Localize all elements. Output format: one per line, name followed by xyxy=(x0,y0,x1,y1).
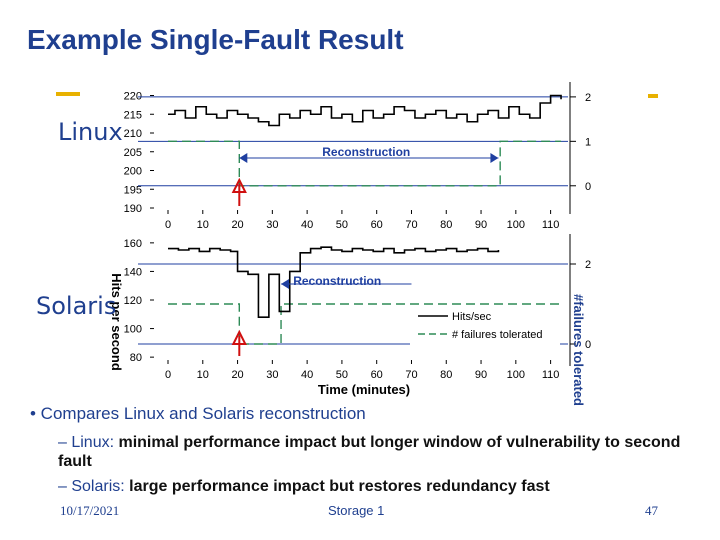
accent-bar-left xyxy=(56,92,80,96)
legend-box xyxy=(410,306,560,348)
bullet-main: • Compares Linux and Solaris reconstruct… xyxy=(30,404,366,423)
bullet-solaris-prefix: – Solaris: xyxy=(58,478,130,495)
x-tick-label: 70 xyxy=(405,369,417,381)
series-hits-per-sec xyxy=(168,94,562,127)
footer-center: Storage 1 xyxy=(328,503,385,518)
fault-arrow-head xyxy=(231,329,247,345)
x-tick-label: 10 xyxy=(197,219,209,231)
bullet-solaris: – Solaris: large performance impact but … xyxy=(58,477,698,496)
slide-title: Example Single-Fault Result xyxy=(27,24,404,55)
x-tick-label: 70 xyxy=(405,219,417,231)
x-tick-label: 110 xyxy=(542,219,560,231)
x-tick-label: 30 xyxy=(266,219,278,231)
bullet-solaris-text: large performance impact but restores re… xyxy=(129,478,550,495)
bullet-linux: – Linux: minimal performance impact but … xyxy=(58,433,698,471)
x-tick-label: 30 xyxy=(266,369,278,381)
legend-label-failures: # failures tolerated xyxy=(452,329,543,341)
y-tick-label: 140 xyxy=(124,266,142,278)
x-tick-label: 50 xyxy=(336,369,348,381)
y2-tick-label: 0 xyxy=(585,339,591,351)
x-tick-label: 100 xyxy=(507,369,525,381)
x-tick-label: 0 xyxy=(165,219,171,231)
y-tick-label: 205 xyxy=(124,147,142,159)
reconstruction-label: Reconstruction xyxy=(322,145,410,159)
y2-tick-label: 2 xyxy=(585,259,591,271)
linux-label: Linux xyxy=(58,118,123,146)
x-tick-label: 110 xyxy=(542,369,560,381)
y-axis-label: Hits per second xyxy=(109,273,124,371)
x-axis-label: Time (minutes) xyxy=(318,382,410,397)
x-tick-label: 40 xyxy=(301,369,313,381)
y-tick-label: 100 xyxy=(124,324,142,336)
y-tick-label: 210 xyxy=(124,128,142,140)
bullet-linux-text: minimal performance impact but longer wi… xyxy=(58,434,681,470)
solaris-label: Solaris xyxy=(36,292,117,320)
y-tick-label: 160 xyxy=(124,238,142,250)
footer-date: 10/17/2021 xyxy=(60,503,120,518)
x-tick-label: 0 xyxy=(165,369,171,381)
y2-tick-label: 1 xyxy=(585,136,591,148)
x-tick-label: 10 xyxy=(197,369,209,381)
y-tick-label: 195 xyxy=(124,184,142,196)
reconstruction-label: Reconstruction xyxy=(293,274,381,288)
y2-tick-label: 2 xyxy=(585,92,591,104)
x-tick-label: 20 xyxy=(231,369,243,381)
y-tick-label: 220 xyxy=(124,91,142,103)
x-tick-label: 40 xyxy=(301,219,313,231)
footer-page: 47 xyxy=(645,503,658,518)
x-tick-label: 60 xyxy=(371,369,383,381)
arrow-head xyxy=(490,153,499,163)
y-tick-label: 120 xyxy=(124,295,142,307)
arrow-head xyxy=(239,153,248,163)
y-tick-label: 215 xyxy=(124,109,142,121)
series-hits-per-sec xyxy=(168,246,500,318)
fault-arrow-head xyxy=(231,177,247,193)
x-tick-label: 90 xyxy=(475,219,487,231)
x-tick-label: 60 xyxy=(371,219,383,231)
y-tick-label: 200 xyxy=(124,166,142,178)
x-tick-label: 90 xyxy=(475,369,487,381)
x-tick-label: 100 xyxy=(507,219,525,231)
y2-axis-label: #failures tolerated xyxy=(571,294,586,406)
accent-bar-right xyxy=(648,94,658,98)
bullet-linux-prefix: – Linux: xyxy=(58,434,119,451)
x-tick-label: 80 xyxy=(440,369,452,381)
x-tick-label: 20 xyxy=(231,219,243,231)
x-tick-label: 80 xyxy=(440,219,452,231)
series-failures-tolerated xyxy=(168,140,562,187)
legend-label-hits: Hits/sec xyxy=(452,311,492,323)
y-tick-label: 190 xyxy=(124,203,142,215)
y2-tick-label: 0 xyxy=(585,181,591,193)
y-tick-label: 80 xyxy=(130,352,142,364)
x-tick-label: 50 xyxy=(336,219,348,231)
arrow-head xyxy=(281,279,290,289)
